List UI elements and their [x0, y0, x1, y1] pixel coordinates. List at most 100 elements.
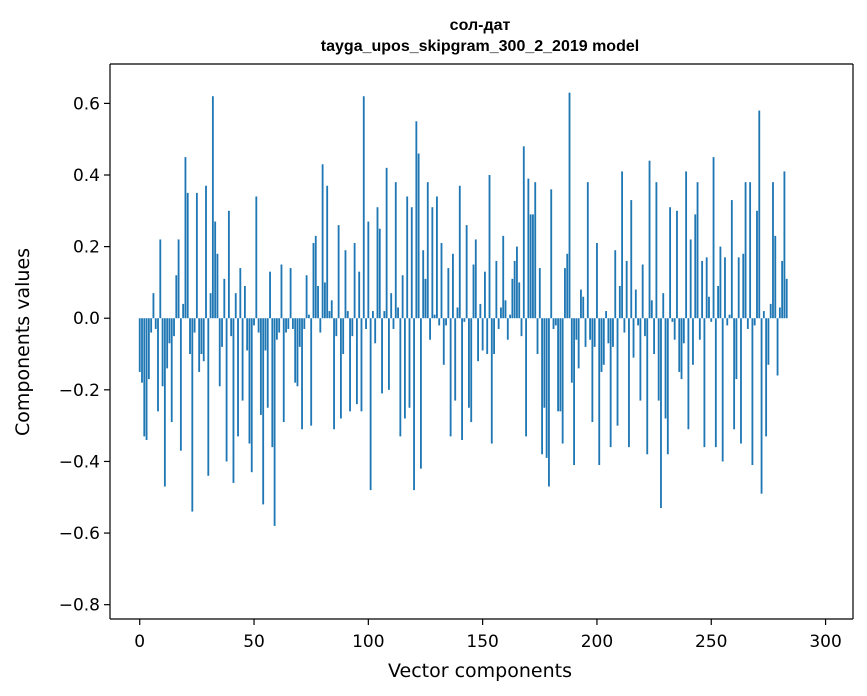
bar [152, 293, 155, 319]
bar [669, 207, 672, 319]
bar [394, 182, 397, 319]
bar [291, 318, 294, 329]
bar [591, 318, 594, 423]
bar [490, 318, 493, 444]
bar [243, 286, 246, 319]
bar [230, 318, 233, 337]
bar [381, 318, 383, 394]
y-tick-label: −0.2 [59, 381, 100, 401]
bar [349, 318, 351, 412]
bar [625, 260, 628, 319]
bar [376, 207, 379, 319]
bar [698, 318, 701, 340]
bar [559, 318, 562, 412]
bar [616, 318, 619, 426]
bar [239, 268, 242, 319]
bar [586, 182, 589, 319]
bar [758, 110, 761, 319]
bar [767, 318, 770, 365]
bar [655, 182, 658, 319]
bar [760, 318, 763, 494]
bar [689, 239, 692, 319]
bar [328, 311, 331, 319]
bar [751, 318, 754, 466]
bar [582, 296, 585, 319]
bar [680, 318, 683, 380]
bar [365, 318, 367, 329]
bar [436, 196, 438, 319]
bar [637, 318, 640, 326]
bar [522, 146, 525, 319]
bar [266, 318, 269, 408]
bar [319, 318, 322, 333]
bar [596, 243, 598, 319]
bar [509, 314, 511, 319]
bar [472, 264, 475, 319]
bar [708, 296, 710, 319]
bar [605, 311, 608, 319]
bar [285, 318, 287, 333]
bar [486, 318, 489, 355]
bar [216, 253, 219, 319]
bar [337, 225, 340, 319]
y-tick-label: −0.6 [59, 524, 100, 544]
bar [614, 250, 617, 319]
bar [566, 253, 569, 319]
bar [385, 167, 388, 319]
chart-subtitle: tayga_upos_skipgram_300_2_2019 model [321, 38, 639, 55]
bar [150, 318, 153, 333]
bar [772, 182, 774, 319]
bar [573, 318, 575, 466]
bar [577, 318, 580, 369]
bar [388, 318, 390, 390]
bar [255, 196, 258, 319]
bar [502, 235, 505, 319]
bar [678, 318, 681, 372]
bar [612, 318, 614, 347]
bar [740, 318, 742, 444]
bar [463, 318, 466, 322]
bar [154, 318, 157, 329]
bar [548, 318, 550, 487]
bar [191, 318, 194, 512]
bar [406, 196, 409, 319]
bar [769, 303, 772, 319]
bar [298, 318, 301, 347]
bar [163, 318, 166, 487]
bar [765, 318, 768, 437]
bar [200, 318, 203, 355]
x-tick-label: 50 [243, 632, 265, 652]
bar [355, 318, 358, 405]
bar [173, 318, 175, 337]
bar [431, 207, 434, 319]
bar [305, 275, 308, 319]
bar [273, 318, 276, 526]
bar [221, 318, 223, 347]
bar [440, 243, 443, 319]
bar [511, 278, 514, 319]
bar [634, 289, 637, 319]
bar [168, 318, 171, 344]
bar [424, 278, 427, 319]
bar [447, 268, 450, 319]
bar [294, 318, 297, 383]
bar [253, 318, 255, 326]
bar [145, 318, 148, 440]
bar [575, 318, 578, 340]
bar [550, 189, 553, 319]
bar [516, 246, 518, 319]
bar [623, 318, 626, 333]
bar [362, 96, 365, 319]
bar [557, 318, 559, 412]
bar [458, 185, 461, 319]
bar [232, 318, 235, 483]
bar [703, 318, 706, 448]
x-tick-label: 300 [809, 632, 841, 652]
bar [346, 311, 349, 319]
bar [207, 318, 210, 476]
bar [525, 318, 527, 437]
x-ticks-group: 0 50 100 150 200 250 300 [134, 619, 842, 652]
bar [513, 260, 516, 319]
bar [269, 271, 271, 319]
bar [449, 318, 452, 437]
